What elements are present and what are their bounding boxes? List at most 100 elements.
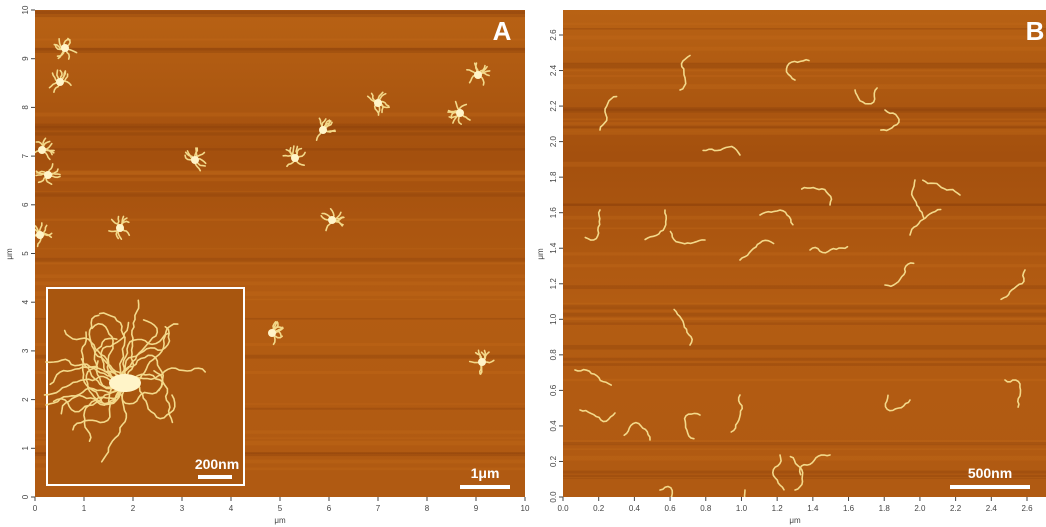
streak bbox=[563, 317, 1046, 323]
streak bbox=[35, 260, 525, 263]
streak bbox=[563, 440, 1046, 445]
streak bbox=[563, 46, 1046, 51]
streak bbox=[35, 452, 525, 454]
strand bbox=[45, 358, 126, 384]
strand bbox=[759, 209, 794, 226]
x-tick-label: 8 bbox=[425, 504, 430, 513]
x-tick-label: 6 bbox=[327, 504, 332, 513]
streak bbox=[563, 122, 1046, 127]
strand bbox=[119, 370, 164, 405]
strand bbox=[124, 373, 174, 424]
x-tick-label: 1.6 bbox=[843, 504, 855, 513]
x-tick-label: 0.2 bbox=[593, 504, 605, 513]
x-tick-label: 10 bbox=[521, 504, 530, 513]
core bbox=[319, 126, 327, 134]
streak bbox=[563, 75, 1046, 77]
strand bbox=[574, 368, 612, 386]
x-tick-label: 1.4 bbox=[807, 504, 819, 513]
x-tick-label: 2 bbox=[131, 504, 136, 513]
y-tick-label: 2.0 bbox=[549, 136, 558, 148]
strand bbox=[1004, 379, 1022, 408]
scale-bar-label: 1μm bbox=[471, 465, 500, 481]
x-tick-label: 7 bbox=[376, 504, 381, 513]
strand bbox=[579, 409, 616, 423]
y-tick-label: 4 bbox=[21, 299, 30, 304]
x-tick-label: 5 bbox=[278, 504, 283, 513]
strand bbox=[880, 109, 900, 132]
y-tick-label: 5 bbox=[21, 251, 30, 256]
x-tick-label: 0.4 bbox=[629, 504, 641, 513]
core bbox=[116, 224, 124, 232]
streak bbox=[563, 285, 1046, 290]
core bbox=[456, 109, 464, 117]
streak bbox=[563, 476, 1046, 479]
strand bbox=[743, 489, 746, 497]
streak bbox=[35, 437, 525, 439]
strand bbox=[679, 54, 691, 91]
streak bbox=[35, 15, 525, 18]
strand bbox=[922, 179, 961, 196]
streak bbox=[563, 35, 1046, 40]
streak bbox=[35, 171, 525, 176]
y-tick-label: 1.0 bbox=[549, 313, 558, 325]
x-axis-unit: μm bbox=[789, 516, 801, 525]
streak bbox=[35, 177, 525, 182]
streak bbox=[563, 357, 1046, 361]
strand bbox=[124, 299, 140, 384]
x-tick-label: 0.8 bbox=[700, 504, 712, 513]
streak bbox=[563, 62, 1046, 65]
x-tick-label: 1 bbox=[82, 504, 87, 513]
y-tick-label: 2 bbox=[21, 397, 30, 402]
y-axis-unit: μm bbox=[5, 248, 14, 260]
y-tick-label: 9 bbox=[21, 56, 30, 61]
streak bbox=[563, 161, 1046, 167]
streak bbox=[35, 370, 525, 374]
streak bbox=[563, 28, 1046, 30]
core bbox=[61, 44, 69, 52]
streak bbox=[35, 10, 525, 15]
streak bbox=[563, 69, 1046, 72]
streak bbox=[35, 274, 525, 279]
streak bbox=[563, 108, 1046, 113]
streak bbox=[35, 281, 525, 286]
y-tick-label: 10 bbox=[21, 5, 30, 14]
streak bbox=[563, 304, 1046, 310]
streak bbox=[35, 317, 525, 320]
strand bbox=[83, 382, 126, 442]
streak bbox=[563, 441, 1046, 446]
y-tick-label: 1.8 bbox=[549, 171, 558, 183]
streak bbox=[563, 203, 1046, 206]
x-tick-label: 2.2 bbox=[950, 504, 962, 513]
streak bbox=[35, 10, 525, 15]
streak bbox=[563, 320, 1046, 325]
streak bbox=[563, 344, 1046, 350]
streak bbox=[35, 192, 525, 197]
core bbox=[44, 171, 52, 179]
y-tick-label: 7 bbox=[21, 153, 30, 158]
y-tick-label: 8 bbox=[21, 105, 30, 110]
strand bbox=[739, 239, 775, 261]
streak bbox=[563, 312, 1046, 317]
strand bbox=[49, 365, 126, 386]
y-tick-label: 1.6 bbox=[549, 207, 558, 219]
core bbox=[191, 156, 199, 164]
streak bbox=[563, 302, 1046, 307]
y-axis-unit: μm bbox=[536, 248, 545, 260]
y-tick-label: 1.4 bbox=[549, 242, 558, 254]
x-tick-label: 1.2 bbox=[772, 504, 784, 513]
strand bbox=[80, 358, 126, 406]
x-tick-label: 2.0 bbox=[914, 504, 926, 513]
streak bbox=[563, 227, 1046, 230]
streak bbox=[35, 248, 525, 250]
core bbox=[36, 231, 44, 239]
streak bbox=[563, 252, 1046, 256]
y-tick-label: 3 bbox=[21, 348, 30, 353]
streak bbox=[563, 448, 1046, 451]
core bbox=[268, 329, 276, 337]
strand bbox=[644, 209, 668, 241]
strand bbox=[72, 382, 126, 431]
y-tick-label: 2.2 bbox=[549, 100, 558, 112]
y-tick-label: 0 bbox=[21, 494, 30, 499]
y-tick-label: 0.2 bbox=[549, 455, 558, 467]
